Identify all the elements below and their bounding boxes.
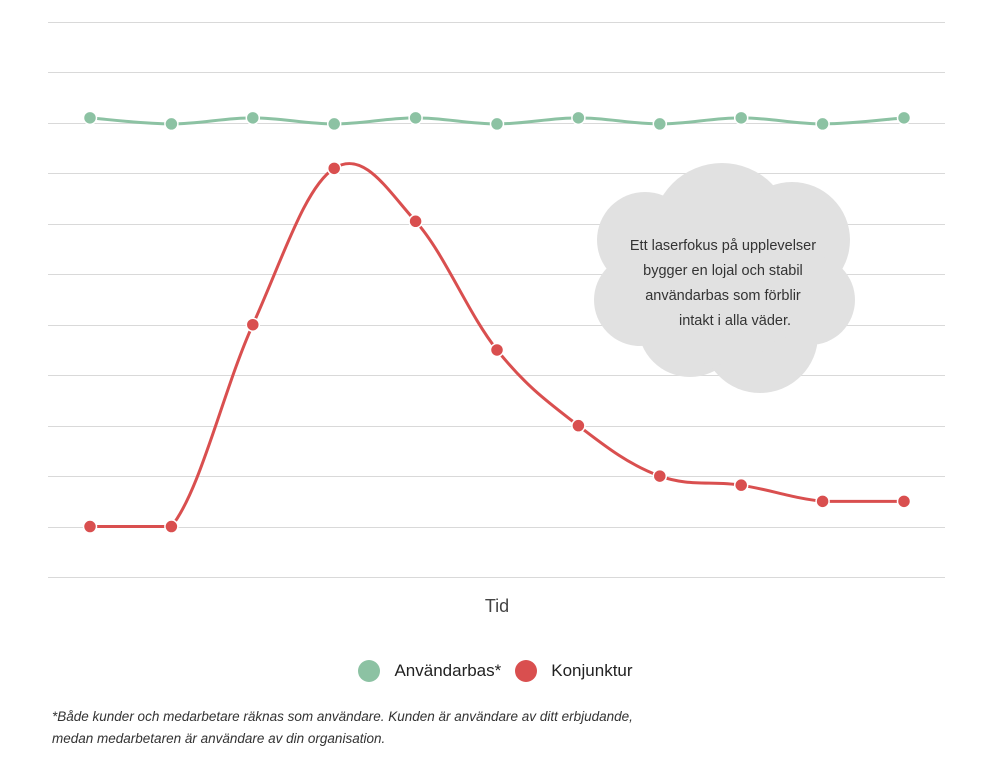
legend-item-konjunktur: Konjunktur [515,660,633,682]
data-point-anvandarbas-9 [733,110,749,126]
data-point-konjunktur-1 [82,519,98,534]
data-point-anvandarbas-8 [652,116,668,132]
legend-swatch-konjunktur [515,660,538,682]
legend-item-anvandarbas: Användarbas* [358,660,501,682]
x-axis-label: Tid [485,596,509,616]
data-point-anvandarbas-5 [408,110,423,126]
callout-text: Ett laserfokus på upplevelser bygger en … [630,238,820,329]
cloud-shape [594,163,855,393]
series-points [82,110,912,534]
data-point-anvandarbas-2 [164,116,179,132]
data-point-anvandarbas-7 [571,110,586,126]
callout-line-1: Ett laserfokus på upplevelser [630,238,816,254]
footnote-line-2: medan medarbetaren är användare av din o… [52,731,386,746]
data-point-konjunktur-8 [652,468,668,484]
data-point-konjunktur-4 [326,161,342,176]
callout-cloud: Ett laserfokus på upplevelser bygger en … [594,163,855,393]
legend: Användarbas* Konjunktur [0,660,991,682]
callout-line-2: bygger en lojal och stabil [643,263,803,279]
data-point-konjunktur-9 [733,477,749,493]
legend-label-anvandarbas: Användarbas* [394,661,502,680]
data-point-konjunktur-7 [571,418,586,433]
data-point-konjunktur-11 [896,494,912,509]
callout-line-4: intakt i alla väder. [679,313,791,329]
data-point-konjunktur-2 [164,519,179,534]
cloud-puff [645,215,795,365]
data-point-konjunktur-3 [245,317,261,332]
data-point-konjunktur-6 [489,342,505,358]
data-point-anvandarbas-4 [326,116,342,132]
data-point-anvandarbas-3 [245,110,261,126]
legend-swatch-anvandarbas [358,660,381,682]
data-point-anvandarbas-6 [489,116,505,132]
data-point-anvandarbas-1 [82,110,98,126]
footnote: *Både kunder och medarbetare räknas som … [52,706,772,750]
footnote-line-1: *Både kunder och medarbetare räknas som … [52,709,633,724]
callout-line-3: användarbas som förblir [645,288,801,304]
legend-label-konjunktur: Konjunktur [551,661,633,680]
data-point-konjunktur-10 [815,494,830,509]
data-point-anvandarbas-11 [896,110,912,126]
data-point-anvandarbas-10 [815,116,830,132]
data-point-konjunktur-5 [408,214,423,229]
